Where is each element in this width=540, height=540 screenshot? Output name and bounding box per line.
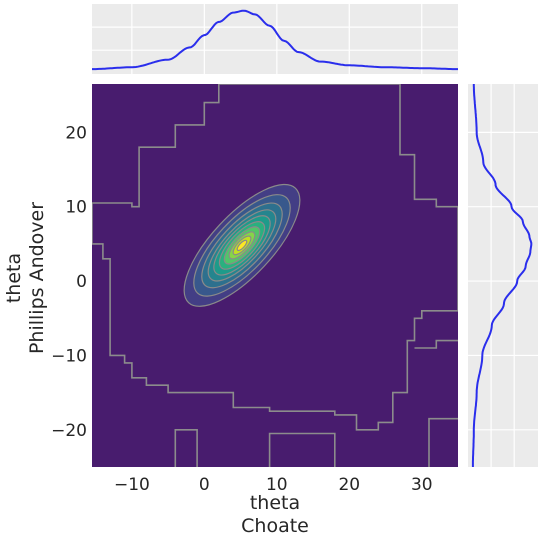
x-tick-label: 30 xyxy=(411,475,433,495)
y-axis-ticks: −20 −10 0 10 20 xyxy=(51,123,87,441)
kde-level-10 xyxy=(236,239,248,252)
x-tick-label: 10 xyxy=(266,475,288,495)
right-marginal-panel xyxy=(468,84,538,467)
x-tick-label: −10 xyxy=(114,475,150,495)
x-axis-ticks: −10 0 10 20 30 xyxy=(114,475,433,495)
y-tick-label: 20 xyxy=(65,123,87,143)
y-tick-label: 0 xyxy=(76,272,87,292)
x-axis-label: theta Choate xyxy=(241,492,309,537)
outer-contour-fragment xyxy=(174,429,198,467)
top-marginal-kde-line xyxy=(92,9,458,71)
outer-contour xyxy=(92,84,458,467)
right-marginal-grid xyxy=(468,84,538,467)
outer-contour-fragment xyxy=(428,417,458,467)
outer-contour-fragment xyxy=(268,432,336,467)
y-tick-label: −10 xyxy=(51,346,87,366)
x-tick-label: 20 xyxy=(338,475,360,495)
top-marginal-panel xyxy=(92,4,458,74)
outer-contour-line xyxy=(92,84,458,431)
kde-contour-levels xyxy=(183,183,301,307)
outer-contour-fragment xyxy=(414,339,458,349)
kde-background xyxy=(92,84,458,467)
x-tick-label: 0 xyxy=(199,475,210,495)
joint-kde-panel: −10 0 10 20 30 −20 −10 0 10 20 xyxy=(51,84,458,495)
y-axis-label: thetaPhillips Andover xyxy=(3,202,48,354)
top-marginal-grid xyxy=(92,4,458,74)
y-tick-label: 10 xyxy=(65,198,87,218)
y-tick-label: −20 xyxy=(51,421,87,441)
right-marginal-kde-line xyxy=(471,84,533,467)
